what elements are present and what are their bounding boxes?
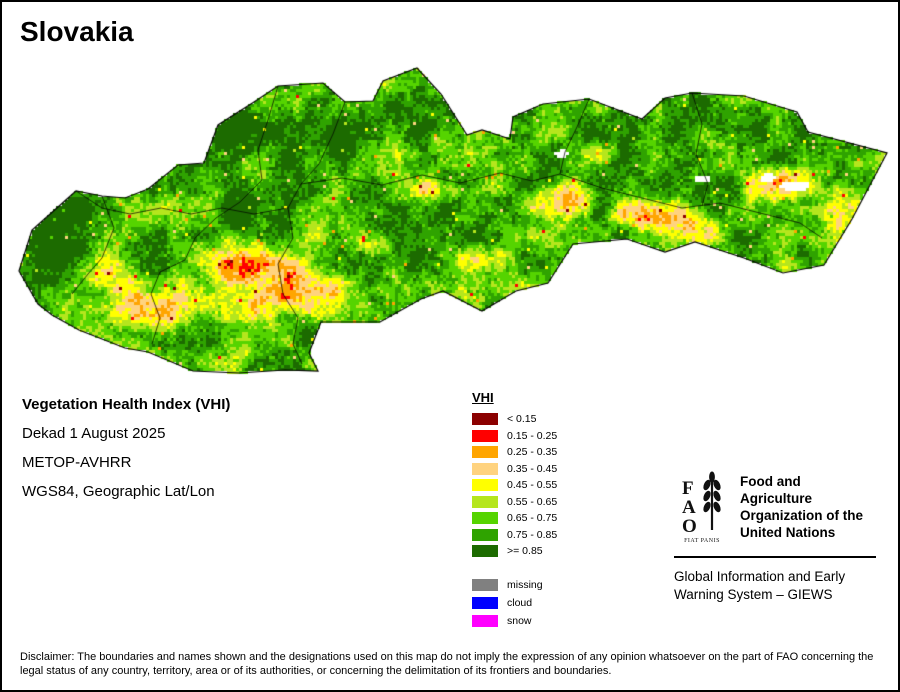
legend-title: VHI bbox=[472, 390, 494, 405]
legend-row: 0.25 - 0.35 bbox=[472, 446, 557, 458]
legend-swatch bbox=[472, 512, 498, 524]
legend-swatch bbox=[472, 545, 498, 557]
fao-letter: A bbox=[682, 497, 696, 518]
sensor-label: METOP-AVHRR bbox=[22, 454, 132, 471]
legend-swatch bbox=[472, 429, 498, 442]
legend-swatch bbox=[472, 597, 498, 609]
legend: VHI < 0.15 0.15 - 0.25 0.25 - 0.35 0.35 - 0… bbox=[472, 390, 557, 633]
legend-extra-classes: missing cloud snow bbox=[472, 579, 557, 627]
legend-swatch bbox=[472, 479, 498, 491]
fao-logo: FAO FIAT PANIS bbox=[682, 471, 721, 544]
legend-row: missing bbox=[472, 579, 557, 591]
legend-row: 0.15 - 0.25 bbox=[472, 429, 558, 442]
legend-row: 0.75 - 0.85 bbox=[472, 528, 558, 541]
legend-label: 0.55 - 0.65 bbox=[507, 495, 558, 508]
dekad-label: Dekad 1 August 2025 bbox=[22, 425, 166, 442]
legend-label: 0.65 - 0.75 bbox=[507, 512, 558, 524]
fao-motto: FIAT PANIS bbox=[684, 538, 720, 544]
index-name: Vegetation Health Index (VHI) bbox=[22, 396, 231, 413]
legend-label: 0.75 - 0.85 bbox=[507, 528, 558, 541]
legend-row: 0.65 - 0.75 bbox=[472, 512, 557, 524]
legend-classes: < 0.15 0.15 - 0.25 0.25 - 0.35 0.35 - 0.45 0… bbox=[472, 413, 557, 557]
legend-swatch bbox=[472, 413, 498, 425]
legend-label: 0.15 - 0.25 bbox=[507, 429, 558, 442]
map-metadata: Vegetation Health Index (VHI) Dekad 1 Au… bbox=[22, 396, 230, 512]
legend-swatch bbox=[472, 528, 498, 541]
fao-letter: F bbox=[682, 478, 694, 499]
legend-label: 0.35 - 0.45 bbox=[507, 462, 558, 475]
legend-row: < 0.15 bbox=[472, 413, 557, 425]
giews-label: Global Information and Early Warning Sys… bbox=[674, 569, 846, 602]
legend-row: 0.45 - 0.55 bbox=[472, 479, 557, 491]
legend-label: 0.45 - 0.55 bbox=[507, 479, 558, 491]
country-title: Slovakia bbox=[20, 16, 134, 47]
legend-row: 0.55 - 0.65 bbox=[472, 495, 558, 508]
legend-row: cloud bbox=[472, 597, 557, 609]
legend-swatch bbox=[472, 446, 498, 458]
legend-label: >= 0.85 bbox=[507, 545, 543, 557]
legend-row: >= 0.85 bbox=[472, 545, 557, 557]
legend-label: 0.25 - 0.35 bbox=[507, 446, 558, 458]
projection-label: WGS84, Geographic Lat/Lon bbox=[22, 483, 215, 500]
legend-swatch bbox=[472, 495, 498, 508]
legend-label: snow bbox=[507, 615, 532, 627]
wheat-ear-icon bbox=[703, 471, 721, 530]
legend-label: missing bbox=[507, 579, 543, 591]
disclaimer-text: Disclaimer: The boundaries and names sho… bbox=[20, 651, 874, 677]
legend-label: cloud bbox=[507, 597, 533, 609]
legend-swatch bbox=[472, 462, 498, 475]
legend-row: 0.35 - 0.45 bbox=[472, 462, 558, 475]
fao-divider bbox=[674, 556, 876, 558]
fao-letter: O bbox=[682, 516, 697, 537]
legend-row: snow bbox=[472, 615, 557, 627]
legend-swatch bbox=[472, 615, 498, 627]
legend-label: < 0.15 bbox=[507, 413, 537, 425]
fao-org-name: Food and Agriculture Organization of the… bbox=[740, 474, 863, 540]
legend-swatch bbox=[472, 579, 498, 591]
fao-logo-letters: FAO bbox=[682, 478, 697, 537]
